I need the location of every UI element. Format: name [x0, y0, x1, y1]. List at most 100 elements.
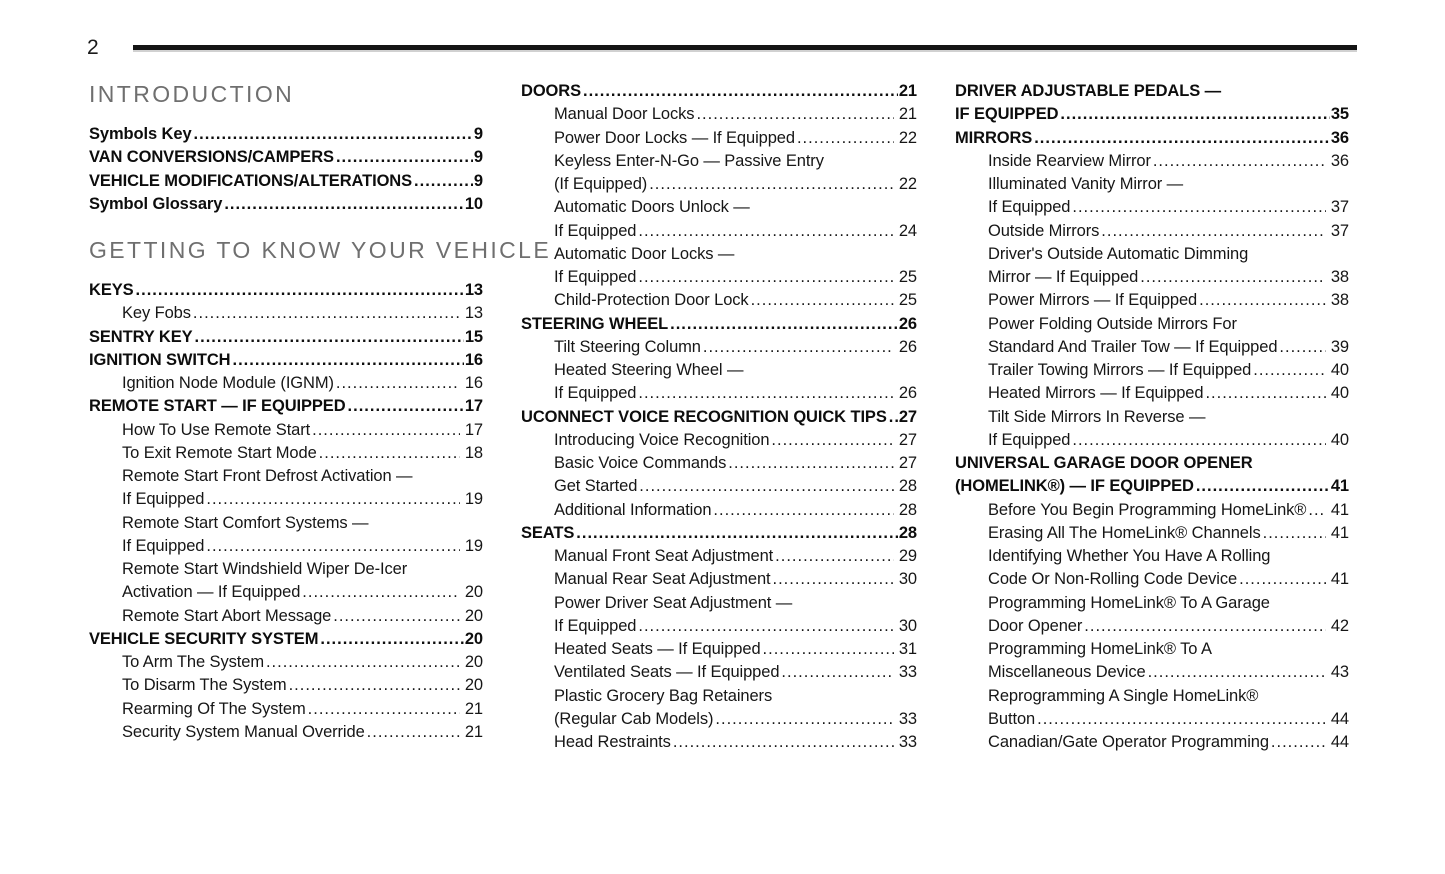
toc-entry-label: IGNITION SWITCH: [89, 350, 231, 369]
toc-entry-label: (HOMELINK®) — IF EQUIPPED: [955, 477, 1194, 496]
toc-row: VEHICLE MODIFICATIONS/ALTERATIONS.......…: [89, 170, 483, 193]
leader-dots: ........................................…: [781, 663, 894, 682]
toc-entry-label: Keyless Enter-N-Go — Passive Entry: [554, 151, 824, 170]
toc-page-number: 29: [898, 547, 917, 565]
toc-page-number: 21: [898, 82, 917, 100]
toc-row: KEYS....................................…: [89, 279, 483, 302]
toc-row: To Disarm The System....................…: [89, 674, 483, 697]
toc-page-number: 38: [1330, 268, 1349, 286]
toc-row: Ignition Node Module (IGNM).............…: [89, 372, 483, 395]
toc-row: Reprogramming A Single HomeLink®: [955, 685, 1349, 708]
toc-page-number: 27: [898, 454, 917, 472]
leader-dots: ........................................…: [771, 430, 894, 449]
toc-entry-label: Reprogramming A Single HomeLink®: [988, 686, 1259, 705]
toc-row: If Equipped.............................…: [89, 488, 483, 511]
leader-dots: ........................................…: [1195, 477, 1330, 496]
toc-entry-label: Introducing Voice Recognition: [554, 430, 770, 449]
leader-dots: ........................................…: [1239, 570, 1326, 589]
section-heading: INTRODUCTION: [89, 81, 295, 107]
toc-row: Trailer Towing Mirrors — If Equipped....…: [955, 359, 1349, 382]
leader-dots: ........................................…: [1199, 291, 1326, 310]
toc-row: Programming HomeLink® To A Garage: [955, 592, 1349, 615]
leader-dots: ........................................…: [728, 454, 894, 472]
toc-row: VEHICLE SECURITY SYSTEM.................…: [89, 628, 483, 651]
toc-entry-label: Symbols Key: [89, 125, 192, 143]
toc-row: Manual Door Locks.......................…: [521, 103, 917, 126]
toc-entry-label: If Equipped: [554, 268, 637, 286]
leader-dots: ........................................…: [1072, 198, 1326, 217]
leader-dots: ........................................…: [333, 606, 460, 625]
toc-entry-label: Heated Mirrors — If Equipped: [988, 384, 1204, 403]
toc-row: STEERING WHEEL..........................…: [521, 313, 917, 336]
toc-row: Activation — If Equipped................…: [89, 581, 483, 604]
leader-dots: ........................................…: [796, 128, 894, 147]
toc-page-number: 31: [898, 640, 917, 658]
leader-dots: ........................................…: [307, 699, 460, 718]
leader-dots: ........................................…: [312, 420, 460, 439]
toc-row: Remote Start Windshield Wiper De-Icer: [89, 558, 483, 581]
leader-dots: ........................................…: [1253, 361, 1326, 379]
toc-row: IF EQUIPPED.............................…: [955, 103, 1349, 126]
toc-page-number: 25: [898, 291, 917, 310]
leader-dots: ........................................…: [1308, 500, 1326, 519]
toc-entry-label: Power Door Locks — If Equipped: [554, 128, 795, 147]
toc-entry-label: Button: [988, 709, 1036, 728]
leader-dots: ........................................…: [713, 500, 893, 519]
leader-dots: ........................................…: [1140, 268, 1326, 286]
toc-row: Rearming Of The System..................…: [89, 698, 483, 721]
toc-entry-label: Standard And Trailer Tow — If Equipped: [988, 337, 1278, 356]
toc-entry-label: Automatic Door Locks —: [554, 244, 735, 263]
toc-entry-label: Heated Seats — If Equipped: [554, 640, 761, 658]
toc-row: Power Mirrors — If Equipped.............…: [955, 289, 1349, 312]
toc-page-number: 37: [1330, 198, 1349, 217]
toc-row: Driver's Outside Automatic Dimming: [955, 243, 1349, 266]
toc-entry-label: (If Equipped): [554, 175, 648, 193]
toc-row: Standard And Trailer Tow — If Equipped..…: [955, 336, 1349, 359]
leader-dots: ........................................…: [135, 281, 464, 299]
toc-entry-label: VAN CONVERSIONS/CAMPERS: [89, 148, 334, 167]
leader-dots: ........................................…: [1084, 616, 1326, 635]
toc-row: If Equipped.............................…: [955, 196, 1349, 219]
toc-page-number: 44: [1330, 733, 1349, 751]
toc-page-number: 21: [898, 105, 917, 124]
toc-entry-label: UCONNECT VOICE RECOGNITION QUICK TIPS: [521, 407, 887, 426]
toc-row: Tilt Side Mirrors In Reverse —: [955, 406, 1349, 429]
leader-dots: ........................................…: [576, 523, 898, 542]
toc-entry-label: Power Folding Outside Mirrors For: [988, 314, 1237, 333]
toc-row: Child-Protection Door Lock..............…: [521, 289, 917, 312]
toc-entry-label: Automatic Doors Unlock —: [554, 198, 750, 217]
toc-row: Canadian/Gate Operator Programming......…: [955, 731, 1349, 754]
toc-entry-label: If Equipped: [122, 490, 205, 509]
toc-row: To Exit Remote Start Mode...............…: [89, 442, 483, 465]
toc-entry-label: Additional Information: [554, 500, 712, 519]
toc-row: UNIVERSAL GARAGE DOOR OPENER: [955, 452, 1349, 475]
toc-entry-label: Code Or Non-Rolling Code Device: [988, 570, 1238, 589]
toc-page-number: 26: [898, 337, 917, 356]
toc-row: Head Restraints.........................…: [521, 731, 917, 754]
toc-row: DRIVER ADJUSTABLE PEDALS —: [955, 80, 1349, 103]
toc-page-number: 38: [1330, 291, 1349, 310]
toc-page-number: 9: [473, 125, 483, 143]
toc-page-number: 24: [898, 221, 917, 240]
toc-page-number: 39: [1330, 337, 1349, 356]
toc-row: IGNITION SWITCH.........................…: [89, 349, 483, 372]
leader-dots: ........................................…: [1262, 523, 1326, 542]
toc-row: Before You Begin Programming HomeLink®..…: [955, 499, 1349, 522]
toc-entry-label: Security System Manual Override: [122, 722, 365, 741]
toc-entry-label: Remote Start Front Defrost Activation —: [122, 467, 413, 485]
toc-entry-label: VEHICLE SECURITY SYSTEM: [89, 629, 319, 648]
toc-page-number: 27: [898, 407, 917, 426]
toc-row: If Equipped.............................…: [521, 220, 917, 243]
toc-row: Heated Seats — If Equipped..............…: [521, 638, 917, 661]
leader-dots: ........................................…: [1034, 128, 1330, 147]
toc-row: (Regular Cab Models)....................…: [521, 708, 917, 731]
toc-entry-label: Head Restraints: [554, 733, 671, 751]
leader-dots: ........................................…: [888, 407, 898, 426]
leader-dots: ........................................…: [366, 722, 460, 741]
toc-row: Security System Manual Override.........…: [89, 721, 483, 744]
leader-dots: ........................................…: [583, 82, 898, 100]
toc-entry-label: Manual Rear Seat Adjustment: [554, 570, 771, 589]
toc-page-number: 41: [1330, 500, 1349, 519]
toc-column-1: INTRODUCTION Symbols Key.................…: [89, 80, 549, 744]
